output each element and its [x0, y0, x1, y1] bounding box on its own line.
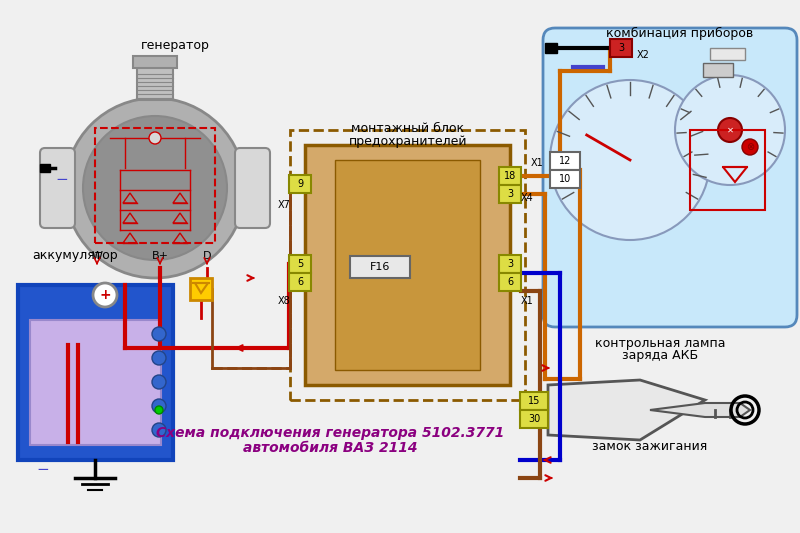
- Bar: [40, 164, 50, 172]
- Circle shape: [550, 80, 710, 240]
- Text: 10: 10: [559, 174, 571, 184]
- Text: W: W: [91, 251, 102, 261]
- Bar: [30, 320, 161, 445]
- Text: контрольная лампа: контрольная лампа: [594, 336, 726, 350]
- Text: D: D: [202, 251, 211, 261]
- Text: Схема подключения генератора 5102.3771: Схема подключения генератора 5102.3771: [156, 426, 504, 440]
- Text: 9: 9: [297, 179, 303, 189]
- Text: X8: X8: [278, 296, 290, 306]
- Circle shape: [155, 406, 163, 414]
- Circle shape: [152, 399, 166, 413]
- Text: X2: X2: [637, 50, 650, 60]
- Text: замок зажигания: замок зажигания: [592, 440, 708, 454]
- Bar: [305, 145, 510, 385]
- Text: 5: 5: [297, 259, 303, 269]
- Bar: [350, 256, 410, 278]
- Text: ✕: ✕: [726, 125, 734, 134]
- Text: 3: 3: [507, 259, 513, 269]
- Text: 18: 18: [504, 171, 516, 181]
- Text: X4: X4: [521, 193, 534, 203]
- Bar: [550, 152, 580, 170]
- Text: −: −: [37, 463, 50, 478]
- Bar: [499, 255, 521, 273]
- Circle shape: [742, 139, 758, 155]
- Text: −: −: [56, 173, 68, 188]
- Bar: [550, 170, 580, 188]
- Text: F16: F16: [370, 262, 390, 272]
- Text: X1: X1: [530, 158, 543, 168]
- Circle shape: [675, 75, 785, 185]
- Bar: [545, 43, 557, 53]
- Text: 3: 3: [507, 189, 513, 199]
- Text: комбинация приборов: комбинация приборов: [606, 27, 754, 39]
- Text: 3: 3: [618, 43, 624, 53]
- Circle shape: [152, 423, 166, 437]
- Text: 6: 6: [297, 277, 303, 287]
- Bar: [520, 410, 548, 428]
- Bar: [190, 278, 212, 300]
- FancyBboxPatch shape: [543, 28, 797, 327]
- Text: 30: 30: [528, 414, 540, 424]
- Bar: [133, 56, 177, 68]
- Text: 12: 12: [559, 156, 571, 166]
- Bar: [610, 39, 632, 57]
- Circle shape: [149, 132, 161, 144]
- Circle shape: [152, 375, 166, 389]
- Bar: [499, 273, 521, 291]
- Circle shape: [152, 327, 166, 341]
- Bar: [499, 167, 521, 185]
- Polygon shape: [548, 380, 705, 440]
- Text: +: +: [99, 288, 111, 302]
- Polygon shape: [195, 283, 208, 293]
- Text: заряда АКБ: заряда АКБ: [622, 349, 698, 361]
- Circle shape: [65, 98, 245, 278]
- Text: X1: X1: [521, 296, 534, 306]
- Text: автомобиля ВАЗ 2114: автомобиля ВАЗ 2114: [242, 441, 418, 455]
- Bar: [499, 185, 521, 203]
- Circle shape: [93, 283, 117, 307]
- Circle shape: [152, 351, 166, 365]
- Text: ⊗: ⊗: [746, 142, 754, 152]
- Text: B+: B+: [151, 251, 169, 261]
- Bar: [289, 255, 311, 273]
- Bar: [289, 273, 311, 291]
- Text: монтажный блок: монтажный блок: [351, 122, 465, 134]
- Circle shape: [718, 118, 742, 142]
- Bar: [137, 65, 173, 100]
- Bar: [703, 63, 733, 77]
- FancyBboxPatch shape: [235, 148, 270, 228]
- Bar: [520, 392, 548, 410]
- Bar: [335, 160, 480, 370]
- Text: предохранителей: предохранителей: [349, 134, 467, 148]
- FancyBboxPatch shape: [40, 148, 75, 228]
- Text: 6: 6: [507, 277, 513, 287]
- Text: аккумулятор: аккумулятор: [32, 248, 118, 262]
- Text: 15: 15: [528, 396, 540, 406]
- Polygon shape: [650, 403, 750, 417]
- Circle shape: [83, 116, 227, 260]
- Bar: [18, 285, 173, 460]
- Text: генератор: генератор: [141, 38, 210, 52]
- Text: X7: X7: [278, 200, 290, 210]
- Bar: [710, 48, 745, 60]
- Bar: [289, 175, 311, 193]
